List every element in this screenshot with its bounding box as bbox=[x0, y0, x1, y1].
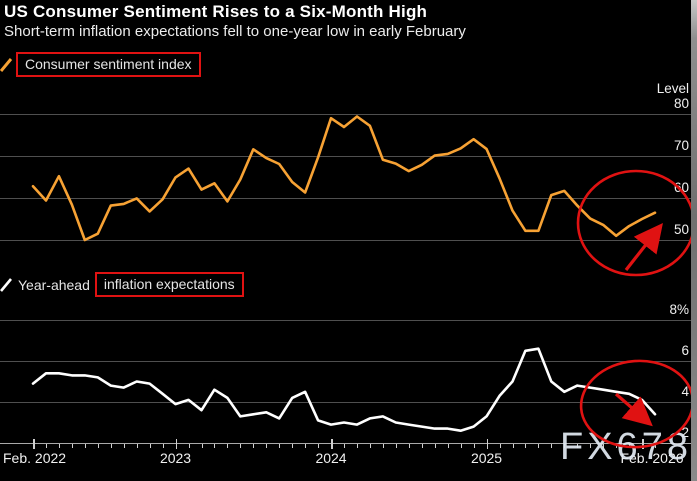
legend-consumer-sentiment: Consumer sentiment index bbox=[0, 52, 201, 77]
x-axis-tick bbox=[71, 444, 73, 448]
x-axis-tick bbox=[110, 444, 112, 448]
x-axis-tick bbox=[369, 444, 371, 448]
gridline bbox=[0, 156, 691, 157]
x-axis-tick bbox=[136, 444, 138, 448]
x-axis-tick bbox=[460, 444, 462, 448]
y-tick-label: 6 bbox=[681, 343, 689, 358]
x-axis-tick bbox=[473, 444, 475, 448]
x-axis-tick bbox=[46, 444, 47, 448]
x-axis-tick bbox=[344, 444, 345, 448]
gridline bbox=[0, 240, 691, 241]
x-axis-label: 2024 bbox=[315, 450, 347, 466]
gridline bbox=[0, 402, 691, 403]
x-axis-tick bbox=[408, 444, 410, 448]
x-axis-tick bbox=[318, 444, 320, 448]
x-axis-tick bbox=[175, 439, 177, 449]
y-tick-label: 80 bbox=[673, 96, 689, 111]
y-axis-title-level: Level bbox=[656, 81, 689, 96]
white-slash-icon bbox=[0, 278, 12, 292]
x-axis-tick bbox=[577, 444, 579, 448]
x-axis-tick bbox=[434, 444, 436, 448]
y-tick-label: 4 bbox=[681, 384, 689, 399]
gridline bbox=[0, 198, 691, 199]
gridline bbox=[0, 361, 691, 362]
x-axis-tick bbox=[564, 444, 566, 448]
gridline bbox=[0, 320, 691, 321]
x-axis-tick bbox=[201, 444, 203, 448]
legend-inflation-expectations: Year-ahead inflation expectations bbox=[0, 272, 244, 297]
x-axis-label: 2025 bbox=[470, 450, 503, 466]
x-axis-tick bbox=[253, 444, 255, 448]
x-axis-tick bbox=[551, 444, 553, 448]
x-axis-label: Feb. 2022 bbox=[3, 450, 67, 466]
x-axis-tick bbox=[395, 444, 397, 448]
sentiment-line bbox=[31, 115, 657, 242]
x-axis-tick bbox=[357, 444, 358, 448]
legend-inflation-label: inflation expectations bbox=[103, 276, 235, 292]
y-tick-label: 60 bbox=[673, 180, 689, 195]
x-axis-label: 2023 bbox=[159, 450, 192, 466]
x-axis-tick bbox=[123, 444, 125, 448]
chart-subtitle: Short-term inflation expectations fell t… bbox=[4, 23, 466, 40]
red-highlight-box-inflation: inflation expectations bbox=[94, 272, 244, 297]
x-axis-tick bbox=[447, 444, 449, 448]
x-axis-tick bbox=[149, 444, 151, 448]
x-axis-tick bbox=[279, 444, 281, 448]
x-axis-tick bbox=[214, 444, 216, 448]
gridline bbox=[0, 443, 691, 444]
gridline bbox=[0, 114, 691, 115]
x-axis-tick bbox=[58, 444, 60, 448]
x-axis-tick bbox=[227, 444, 229, 448]
red-highlight-box-sentiment: Consumer sentiment index bbox=[16, 52, 201, 77]
x-axis-tick bbox=[421, 444, 423, 448]
x-axis-tick bbox=[240, 444, 242, 448]
watermark: FX678 bbox=[560, 426, 692, 468]
x-axis-tick bbox=[188, 444, 190, 448]
y-tick-label: 50 bbox=[673, 222, 689, 237]
x-axis-tick bbox=[292, 444, 294, 448]
x-axis-tick bbox=[305, 444, 307, 448]
legend-sentiment-label: Consumer sentiment index bbox=[25, 56, 192, 72]
x-axis-tick bbox=[84, 444, 86, 448]
legend-inflation-prefix: Year-ahead bbox=[18, 276, 90, 293]
x-axis-tick bbox=[538, 444, 540, 448]
x-axis-tick bbox=[486, 439, 488, 449]
x-axis-tick bbox=[162, 444, 164, 448]
window-edge-strip bbox=[691, 0, 697, 481]
x-axis-tick bbox=[525, 444, 527, 448]
x-axis-tick bbox=[97, 444, 99, 448]
chart-title: US Consumer Sentiment Rises to a Six-Mon… bbox=[4, 2, 428, 21]
x-axis-tick bbox=[499, 444, 501, 448]
x-axis-tick bbox=[33, 439, 35, 449]
x-axis-label: Feb. 2026 bbox=[620, 450, 684, 466]
y-tick-label: 70 bbox=[673, 138, 689, 153]
x-axis-tick bbox=[266, 444, 268, 448]
x-axis-tick bbox=[512, 444, 514, 448]
orange-slash-icon bbox=[0, 58, 13, 72]
x-axis-tick bbox=[331, 439, 333, 449]
y-tick-label: 8% bbox=[669, 302, 689, 317]
x-axis-tick bbox=[382, 444, 384, 448]
